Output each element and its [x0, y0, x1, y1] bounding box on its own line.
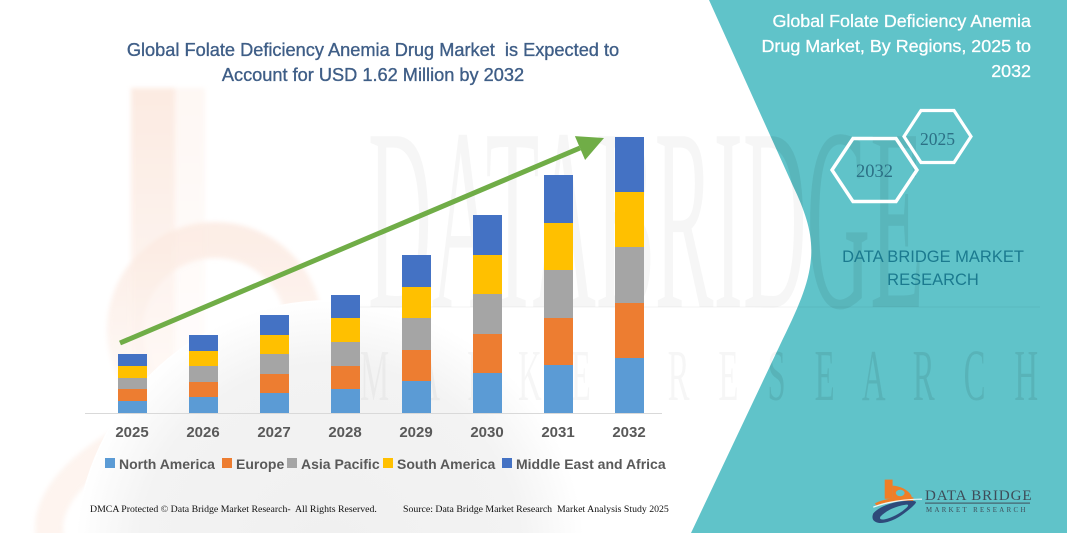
svg-text:DATA BRIDGE: DATA BRIDGE [925, 488, 1032, 504]
svg-text:MARKET RESEARCH: MARKET RESEARCH [926, 507, 1028, 514]
